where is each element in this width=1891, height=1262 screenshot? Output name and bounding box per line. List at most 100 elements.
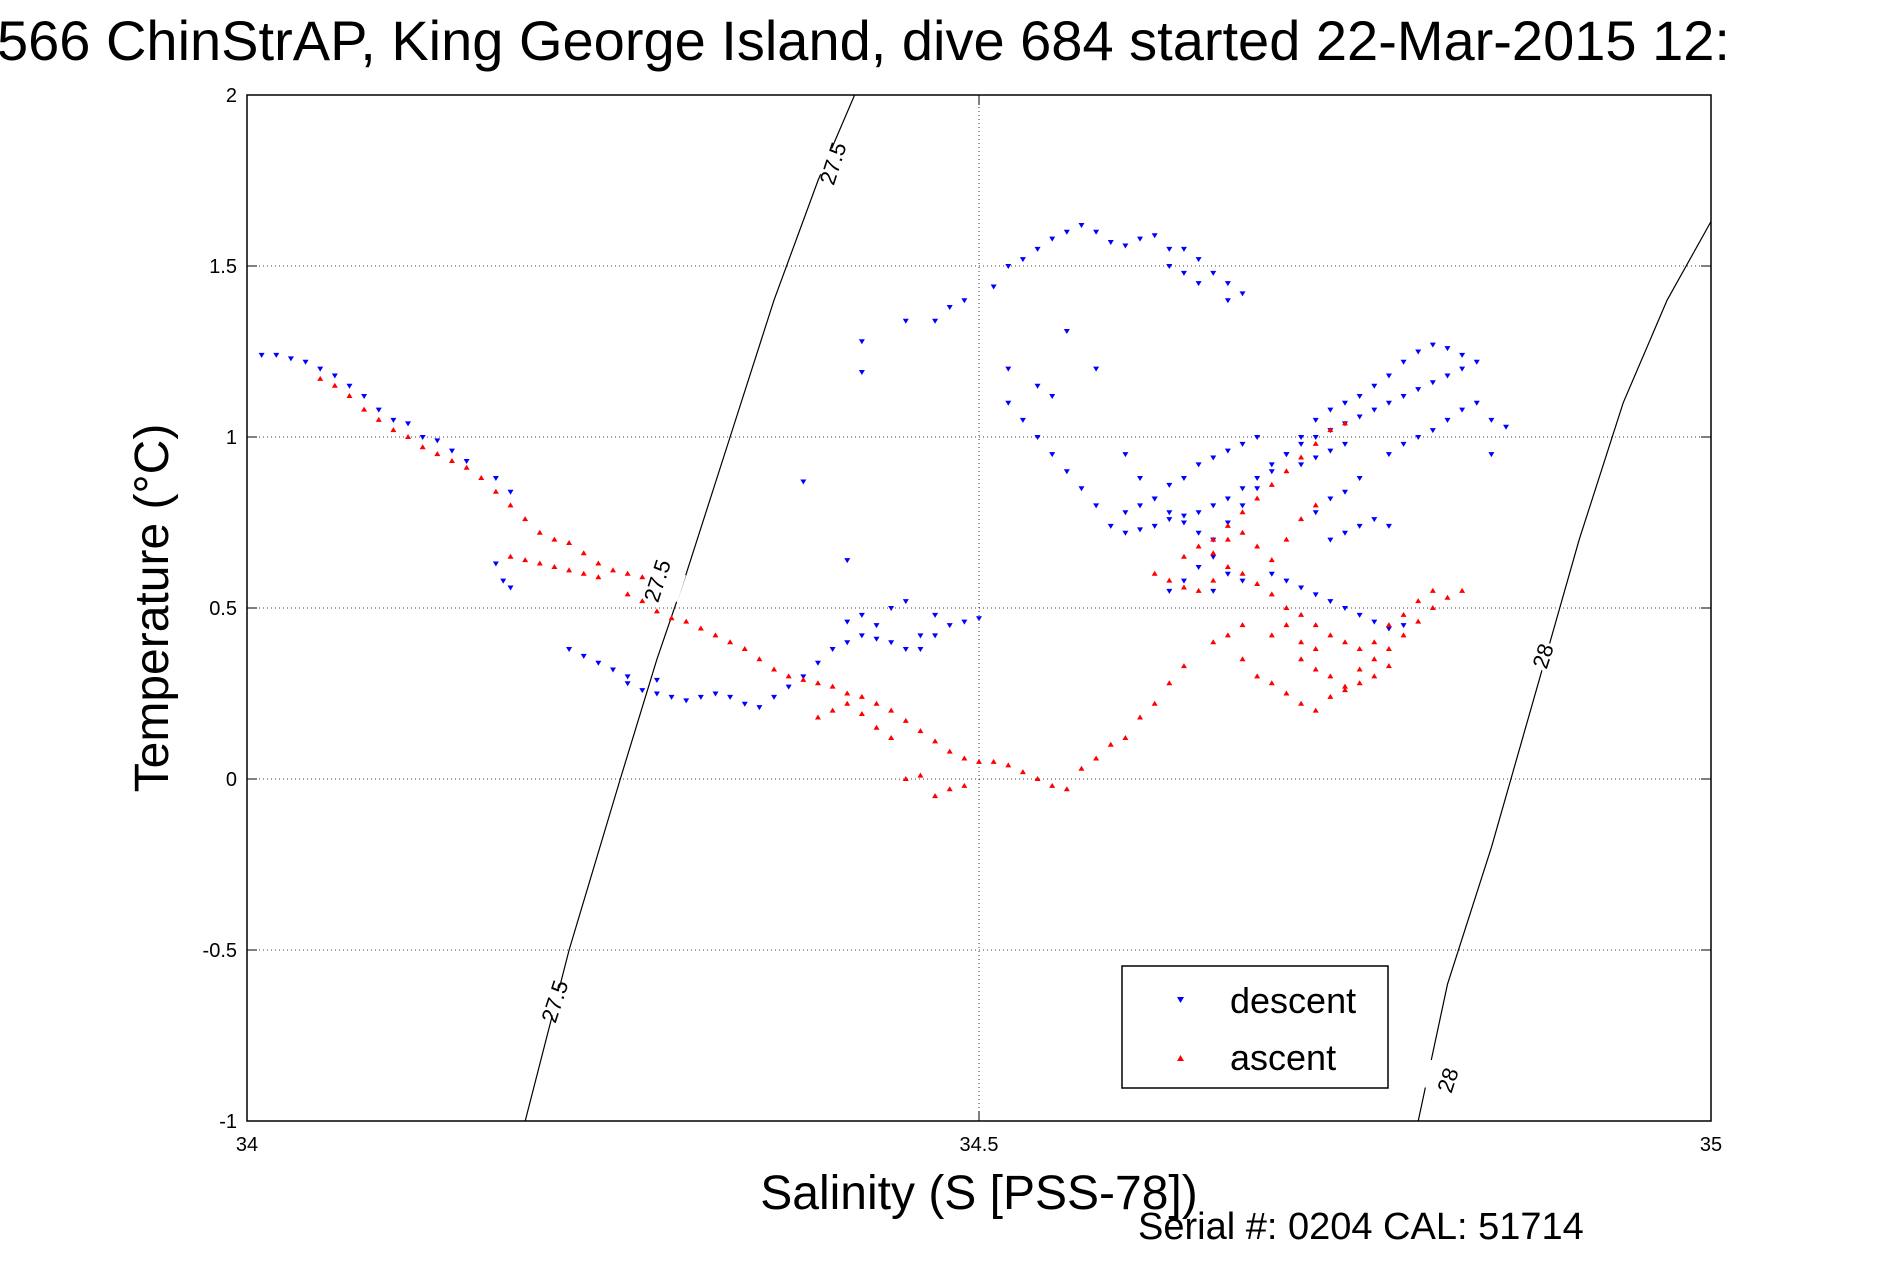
y-tick-label: 1.5: [209, 256, 237, 278]
point-descent: [580, 653, 587, 659]
point-ascent: [580, 550, 587, 556]
point-descent: [668, 694, 675, 700]
point-ascent: [375, 416, 382, 422]
point-ascent: [917, 728, 924, 734]
point-descent: [1327, 537, 1334, 543]
point-ascent: [536, 560, 543, 566]
point-descent: [1122, 510, 1129, 516]
point-descent: [1063, 469, 1070, 475]
point-descent: [1239, 486, 1246, 492]
point-ascent: [1429, 587, 1436, 593]
point-descent: [624, 681, 631, 687]
point-descent: [858, 612, 865, 618]
point-ascent: [771, 666, 778, 672]
point-ascent: [1312, 440, 1319, 446]
point-ascent: [961, 782, 968, 788]
point-ascent: [785, 673, 792, 679]
point-descent: [492, 476, 499, 482]
serial-cal-label: Serial #: 0204 CAL: 51714: [1138, 1206, 1584, 1248]
point-descent: [1210, 503, 1217, 509]
point-ascent: [1151, 570, 1158, 576]
point-ascent: [1268, 591, 1275, 597]
point-descent: [961, 619, 968, 625]
point-descent: [1444, 373, 1451, 379]
point-ascent: [1298, 656, 1305, 662]
point-ascent: [478, 475, 485, 481]
point-descent: [1327, 448, 1334, 454]
point-descent: [1356, 393, 1363, 399]
point-descent: [419, 435, 426, 440]
point-descent: [1327, 496, 1334, 502]
point-descent: [507, 585, 514, 591]
y-axis-label: Temperature (°C): [126, 424, 179, 793]
point-ascent: [361, 406, 368, 412]
contour-line-27.5: [524, 94, 856, 1122]
point-descent: [1019, 257, 1026, 263]
point-descent: [814, 660, 821, 666]
point-ascent: [653, 608, 660, 614]
point-descent: [1312, 455, 1319, 461]
point-descent: [1371, 619, 1378, 625]
point-descent: [1385, 373, 1392, 379]
point-ascent: [1254, 495, 1261, 501]
point-ascent: [683, 618, 690, 624]
point-descent: [1459, 407, 1466, 413]
point-descent: [346, 383, 353, 389]
point-descent: [653, 691, 660, 697]
point-ascent: [1239, 656, 1246, 662]
point-ascent: [1298, 516, 1305, 522]
point-descent: [1180, 270, 1187, 276]
point-descent: [1063, 328, 1070, 334]
point-descent: [1063, 229, 1070, 235]
point-ascent: [1151, 700, 1158, 706]
point-descent: [1210, 455, 1217, 461]
point-ascent: [1342, 683, 1348, 689]
point-descent: [1342, 530, 1348, 536]
point-descent: [1195, 462, 1202, 468]
point-ascent: [1327, 632, 1334, 638]
point-ascent: [814, 680, 821, 686]
point-descent: [1327, 599, 1334, 605]
point-descent: [1093, 366, 1100, 372]
point-ascent: [507, 502, 514, 508]
point-descent: [1298, 585, 1305, 591]
point-descent: [1151, 233, 1158, 239]
point-descent: [1049, 236, 1056, 242]
point-descent: [961, 298, 968, 304]
point-descent: [932, 612, 939, 618]
point-ascent: [1400, 611, 1407, 617]
point-ascent: [844, 690, 851, 696]
point-ascent: [888, 707, 895, 713]
point-descent: [932, 633, 939, 639]
legend-ascent-label: ascent: [1230, 1037, 1336, 1078]
point-descent: [1019, 417, 1026, 423]
point-descent: [1488, 417, 1495, 423]
point-descent: [1210, 588, 1217, 594]
point-ascent: [405, 434, 412, 439]
point-descent: [1312, 435, 1319, 440]
point-descent: [844, 640, 851, 646]
point-ascent: [932, 738, 939, 744]
point-ascent: [1268, 632, 1275, 638]
point-descent: [1195, 564, 1202, 570]
point-descent: [1385, 452, 1392, 458]
point-descent: [1122, 530, 1129, 536]
point-ascent: [668, 615, 675, 621]
point-ascent: [1342, 420, 1348, 426]
point-ascent: [1356, 646, 1363, 652]
point-ascent: [566, 567, 573, 573]
point-ascent: [829, 683, 836, 689]
point-descent: [800, 479, 807, 485]
point-descent: [448, 448, 455, 454]
point-descent: [1166, 510, 1173, 516]
point-ascent: [1122, 734, 1129, 740]
x-axis-label: Salinity (S [PSS-78]): [760, 1167, 1197, 1220]
point-ascent: [1063, 786, 1070, 792]
point-ascent: [961, 755, 968, 761]
point-ascent: [639, 574, 646, 580]
point-descent: [1166, 246, 1173, 252]
point-descent: [1444, 346, 1451, 352]
point-ascent: [1239, 570, 1246, 576]
